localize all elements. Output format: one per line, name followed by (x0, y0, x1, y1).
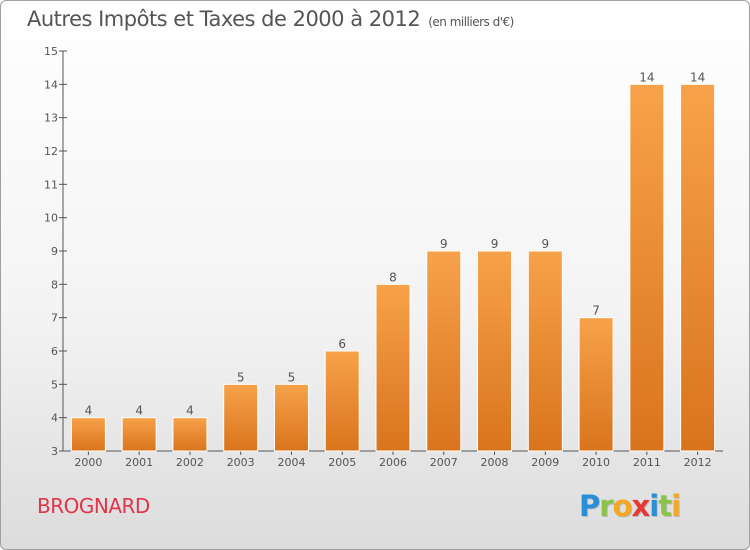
x-tick-label: 2002 (176, 456, 204, 469)
bar (324, 350, 360, 452)
bar (527, 250, 563, 452)
bar (629, 83, 665, 452)
bar (172, 417, 208, 452)
x-tick-label: 2008 (481, 456, 509, 469)
x-tick-label: 2012 (684, 456, 712, 469)
bar (375, 283, 411, 452)
data-label: 9 (491, 237, 499, 251)
data-labels: 4 4 4 5 5 6 8 9 9 9 7 14 14 (85, 70, 706, 417)
bar (426, 250, 462, 452)
logo-letter: i (649, 489, 659, 523)
data-label: 5 (288, 370, 296, 384)
logo-letter: i (671, 489, 681, 523)
bar (477, 250, 513, 452)
axes: 3 4 5 6 7 8 9 10 11 12 13 14 15 2000 2001 2002 2003 2004 2… (44, 45, 723, 469)
x-tick-label: 2001 (125, 456, 153, 469)
y-tick-label: 15 (44, 45, 58, 58)
y-tick-label: 14 (44, 78, 58, 91)
proxiti-logo[interactable]: Proxiti (579, 489, 681, 523)
bar (70, 417, 106, 452)
y-tick-label: 13 (44, 112, 58, 125)
logo-letter: x (631, 489, 651, 523)
commune-name: BROGNARD (37, 494, 150, 518)
chart-title: Autres Impôts et Taxes de 2000 à 2012 (en… (27, 7, 514, 31)
y-tick-label: 12 (44, 145, 58, 158)
data-label: 14 (639, 70, 654, 84)
y-tick-label: 3 (51, 445, 58, 458)
logo-letter: t (658, 489, 672, 523)
data-label: 14 (690, 70, 705, 84)
x-tick-label: 2011 (633, 456, 661, 469)
x-tick-label: 2010 (582, 456, 610, 469)
logo-letter: r (599, 489, 613, 523)
bar (273, 383, 309, 452)
bar (578, 317, 614, 452)
y-tick-label: 8 (51, 278, 58, 291)
data-label: 5 (237, 370, 245, 384)
y-tick-label: 11 (44, 178, 58, 191)
y-tick-label: 5 (51, 378, 58, 391)
data-label: 9 (440, 237, 448, 251)
data-label: 4 (135, 404, 143, 418)
y-tick-label: 7 (51, 312, 58, 325)
data-label: 4 (85, 404, 93, 418)
y-tick-label: 9 (51, 245, 58, 258)
x-tick-label: 2009 (531, 456, 559, 469)
bar (680, 83, 716, 452)
x-tick-label: 2005 (328, 456, 356, 469)
y-tick-label: 10 (44, 212, 58, 225)
chart-title-text: Autres Impôts et Taxes de 2000 à 2012 (27, 7, 421, 31)
logo-letter: P (579, 489, 600, 523)
data-label: 7 (592, 304, 600, 318)
y-tick-label: 6 (51, 345, 58, 358)
data-label: 4 (186, 404, 194, 418)
x-tick-label: 2004 (277, 456, 305, 469)
chart-subtitle: (en milliers d'€) (428, 15, 514, 29)
x-tick-label: 2006 (379, 456, 407, 469)
data-label: 8 (389, 270, 397, 284)
x-tick-label: 2003 (227, 456, 255, 469)
logo-letter: o (612, 489, 633, 523)
x-tick-label: 2007 (430, 456, 458, 469)
bars (70, 83, 716, 452)
x-tick-label: 2000 (74, 456, 102, 469)
bar (121, 417, 157, 452)
y-tick-label: 4 (51, 412, 58, 425)
data-label: 9 (541, 237, 549, 251)
data-label: 6 (338, 337, 346, 351)
bar (223, 383, 259, 452)
